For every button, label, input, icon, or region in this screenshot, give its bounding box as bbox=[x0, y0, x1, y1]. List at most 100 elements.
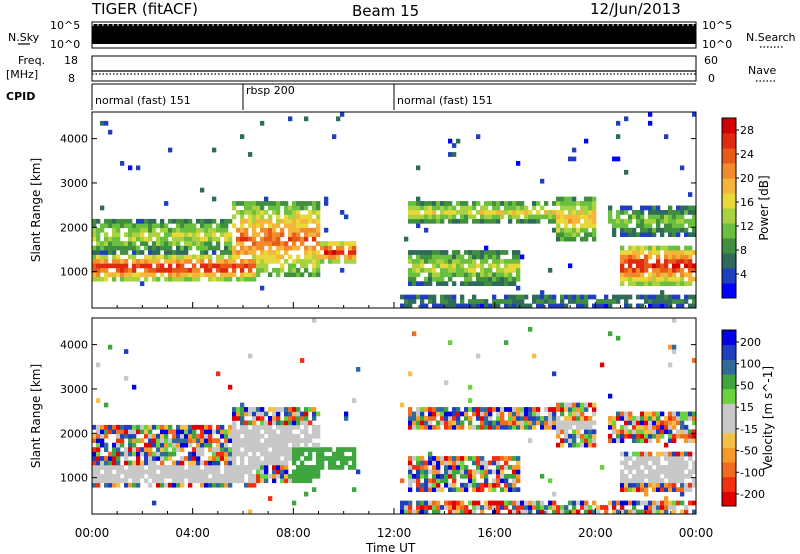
heatmap-cell bbox=[184, 429, 189, 435]
heatmap-cell bbox=[168, 451, 173, 457]
heatmap-cell bbox=[292, 267, 297, 273]
heatmap-cell bbox=[632, 478, 637, 484]
heatmap-cell bbox=[412, 210, 417, 215]
heatmap-cell bbox=[192, 456, 197, 461]
heatmap-cell bbox=[432, 299, 437, 304]
heatmap-cell bbox=[412, 214, 417, 220]
heatmap-cell bbox=[300, 460, 305, 466]
heatmap-cell bbox=[560, 214, 565, 220]
heatmap-cell bbox=[308, 447, 313, 452]
heatmap-cell bbox=[556, 402, 561, 408]
heatmap-cell bbox=[520, 303, 525, 309]
heatmap-cell bbox=[656, 267, 661, 273]
heatmap-cell bbox=[192, 429, 197, 435]
heatmap-cell bbox=[236, 210, 241, 215]
heatmap-cell bbox=[140, 465, 145, 470]
heatmap-cell bbox=[488, 276, 493, 282]
heatmap-cell bbox=[184, 223, 189, 229]
heatmap-cell bbox=[416, 259, 421, 264]
heatmap-cell bbox=[120, 429, 125, 435]
heatmap-cell bbox=[624, 429, 629, 435]
heatmap-cell bbox=[284, 451, 289, 457]
heatmap-cell bbox=[120, 250, 125, 255]
heatmap-cell bbox=[680, 223, 685, 229]
heatmap-cell bbox=[196, 442, 201, 448]
heatmap-cell bbox=[152, 232, 157, 238]
heatmap-cell bbox=[404, 299, 409, 304]
heatmap-cell bbox=[660, 482, 665, 488]
heatmap-cell bbox=[104, 482, 109, 488]
heatmap-cell bbox=[116, 429, 121, 435]
heatmap-cell bbox=[312, 442, 317, 448]
heatmap-cell bbox=[252, 205, 257, 211]
heatmap-cell bbox=[288, 407, 293, 412]
heatmap-cell bbox=[92, 482, 97, 488]
heatmap-cell bbox=[112, 272, 117, 278]
heatmap-cell bbox=[96, 456, 101, 461]
heatmap-cell bbox=[132, 254, 137, 260]
heatmap-cell bbox=[636, 509, 641, 515]
heatmap-cell bbox=[128, 447, 133, 452]
heatmap-cell bbox=[272, 473, 277, 479]
heatmap-cell bbox=[124, 482, 129, 488]
heatmap-cell bbox=[660, 267, 665, 273]
heatmap-cell bbox=[592, 294, 597, 300]
heatmap-cell bbox=[152, 223, 157, 229]
heatmap-cell bbox=[464, 303, 469, 309]
heatmap-cell bbox=[268, 241, 273, 246]
heatmap-cell bbox=[196, 254, 201, 260]
heatmap-cell bbox=[132, 451, 137, 457]
heatmap-cell bbox=[452, 250, 457, 255]
heatmap-cell bbox=[256, 210, 261, 215]
heatmap-cell bbox=[452, 299, 457, 304]
heatmap-cell bbox=[624, 218, 629, 224]
heatmap-cell bbox=[248, 218, 253, 224]
heatmap-cell bbox=[664, 487, 669, 493]
heatmap-cell bbox=[260, 259, 265, 264]
heatmap-cell bbox=[204, 223, 209, 229]
heatmap-cell bbox=[168, 272, 173, 278]
heatmap-cell bbox=[660, 469, 665, 475]
heatmap-cell bbox=[416, 205, 421, 211]
heatmap-cell bbox=[268, 254, 273, 260]
heatmap-cell bbox=[408, 465, 413, 470]
heatmap-cell bbox=[664, 263, 669, 269]
power-colorbar-swatch bbox=[722, 223, 736, 239]
heatmap-cell bbox=[160, 460, 165, 466]
heatmap-cell bbox=[464, 456, 469, 461]
heatmap-cell bbox=[620, 272, 625, 278]
heatmap-cell bbox=[232, 424, 237, 430]
heatmap-cell bbox=[204, 433, 209, 439]
heatmap-cell bbox=[140, 460, 145, 466]
heatmap-cell bbox=[408, 276, 413, 282]
heatmap-cell bbox=[132, 478, 137, 484]
heatmap-cell bbox=[572, 505, 577, 510]
heatmap-cell bbox=[640, 473, 645, 479]
heatmap-cell bbox=[668, 456, 673, 461]
heatmap-cell bbox=[504, 259, 509, 264]
heatmap-cell bbox=[512, 303, 517, 309]
heatmap-cell bbox=[188, 482, 193, 488]
heatmap-cell bbox=[204, 424, 209, 430]
heatmap-cell bbox=[436, 218, 441, 224]
heatmap-cell bbox=[216, 478, 221, 484]
heatmap-cell bbox=[616, 429, 621, 435]
heatmap-cell bbox=[152, 451, 157, 457]
heatmap-cell bbox=[656, 487, 661, 493]
heatmap-cell bbox=[616, 134, 621, 140]
heatmap-cell bbox=[268, 236, 273, 242]
heatmap-cell bbox=[160, 227, 165, 233]
heatmap-cell bbox=[520, 254, 525, 260]
heatmap-cell bbox=[264, 451, 269, 457]
heatmap-cell bbox=[444, 482, 449, 488]
heatmap-cell bbox=[112, 276, 117, 282]
heatmap-cell bbox=[208, 276, 213, 282]
heatmap-cell bbox=[464, 281, 469, 287]
heatmap-cell bbox=[624, 416, 629, 421]
heatmap-cell bbox=[664, 473, 669, 479]
heatmap-cell bbox=[432, 478, 437, 484]
heatmap-cell bbox=[504, 267, 509, 273]
heatmap-cell bbox=[668, 500, 673, 506]
heatmap-cell bbox=[624, 223, 629, 229]
heatmap-cell bbox=[144, 218, 149, 224]
